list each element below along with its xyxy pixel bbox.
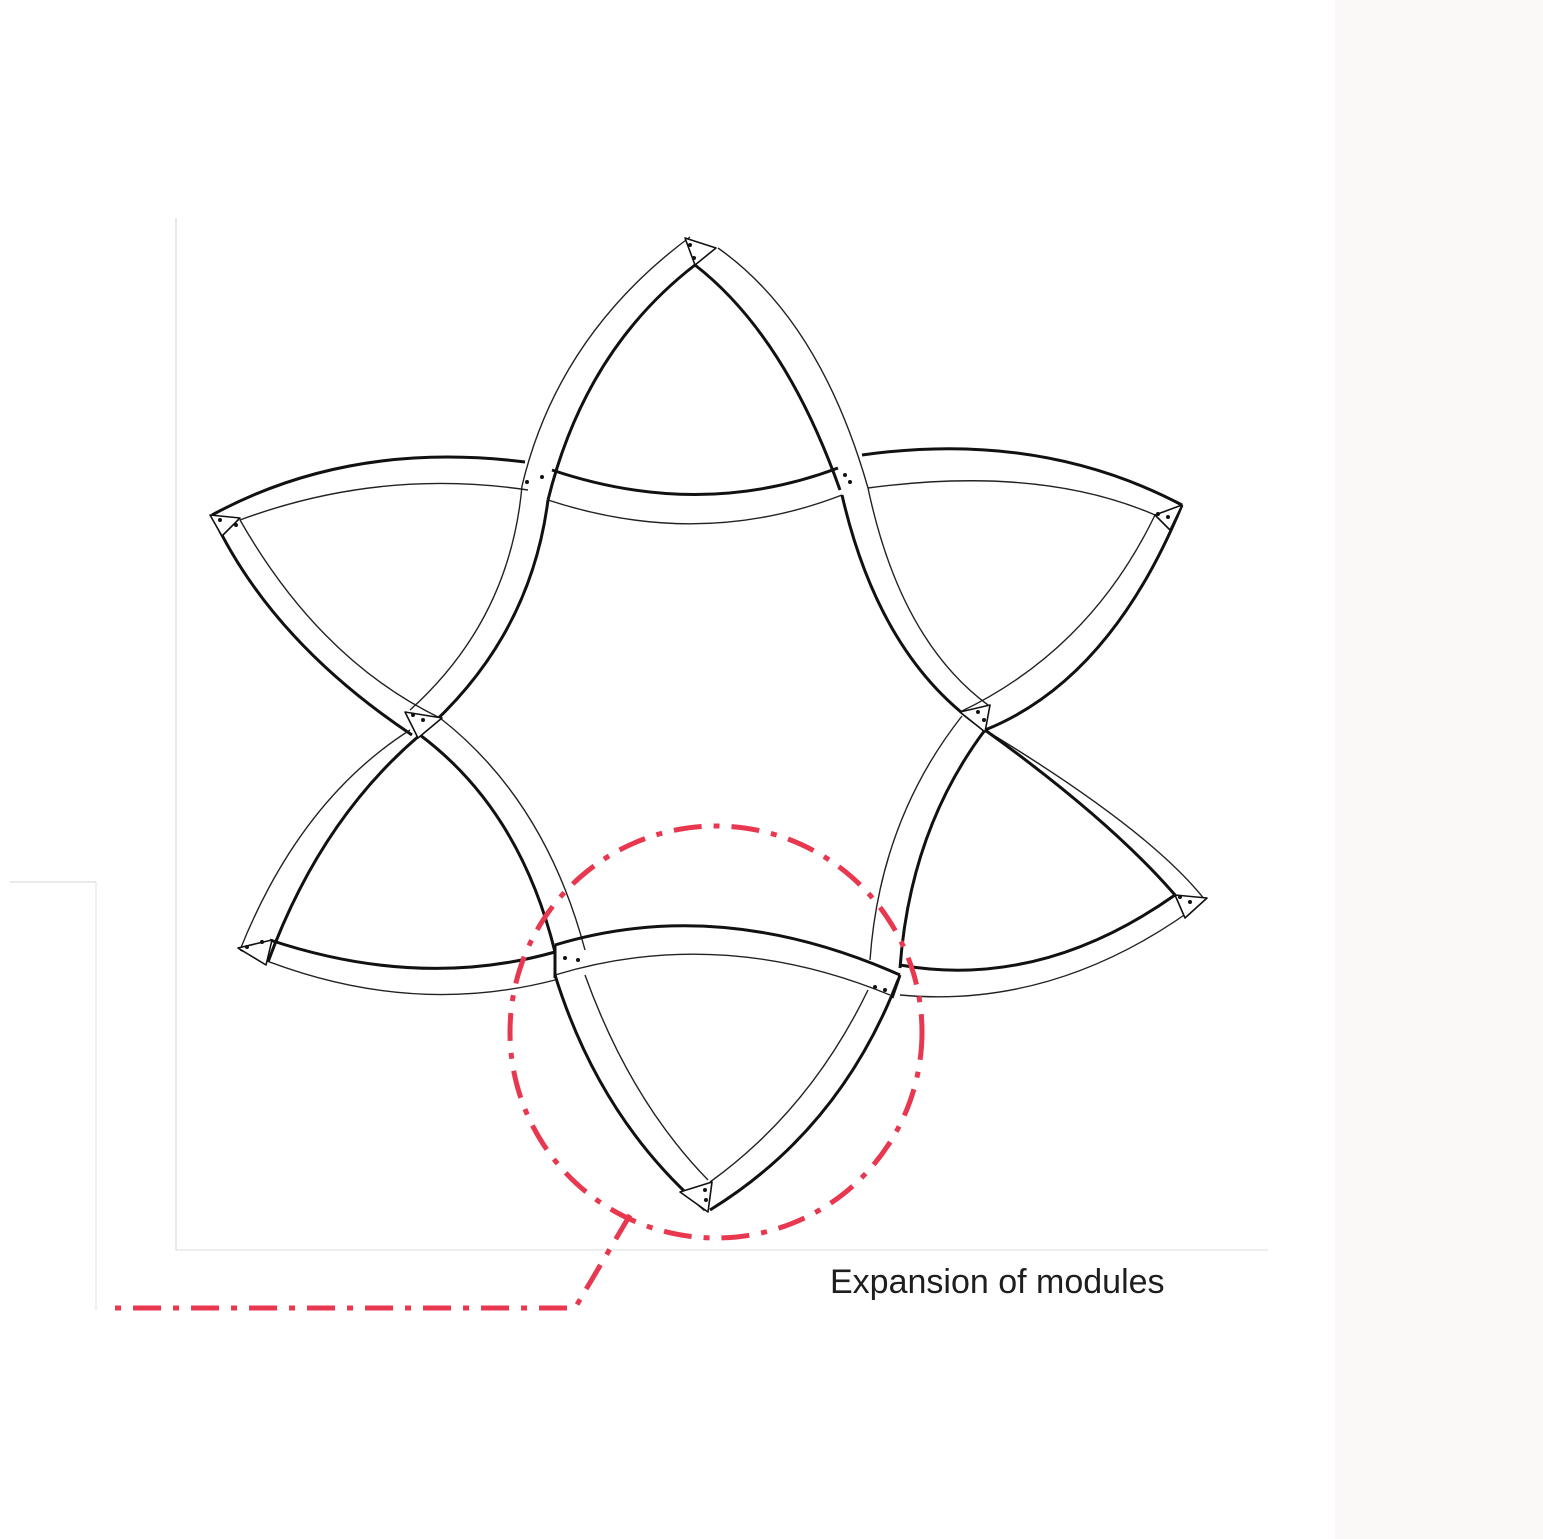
module-strip-bottom-top [554,924,901,996]
module-strip-upper-left-outer [211,455,529,521]
joint-bottom [679,1181,713,1213]
module-strip-inner-top [547,466,843,525]
pivot-right [959,704,991,733]
diagram-caption: Expansion of modules [830,1263,1165,1301]
joint-top [684,237,717,266]
module-strip-lower-left-bottom [239,938,556,996]
module-strip-upper-right-lower [959,504,1184,732]
module-strip-upper-right-outer [861,447,1183,516]
screw-dots [218,243,1192,1202]
module-strip-right-inner [840,487,989,732]
module-strip-lower-right-inner [869,715,987,969]
module-strip-bottom-left [553,974,709,1212]
module-strip-lower-right-upper [984,728,1206,901]
module-strip-bottom-right [709,979,900,1212]
joint-bottom-right-end [890,974,902,999]
leader-line [112,1213,633,1311]
module-strip-top-right [694,247,869,491]
module-strip-lower-left-inner [419,717,586,953]
module-strip-top-left [521,236,696,501]
module-strip-lower-left-upper [239,729,421,963]
joint-upper-left [209,514,241,537]
joint-lower-right [1174,894,1208,919]
module-strip-upper-left-lower [210,514,441,737]
highlight-circle [507,823,925,1241]
module-strip-lower-right-bottom [899,893,1206,998]
module-strip-left-inner [409,485,550,737]
pivot-left [404,711,443,739]
side-strip [1335,0,1543,1539]
